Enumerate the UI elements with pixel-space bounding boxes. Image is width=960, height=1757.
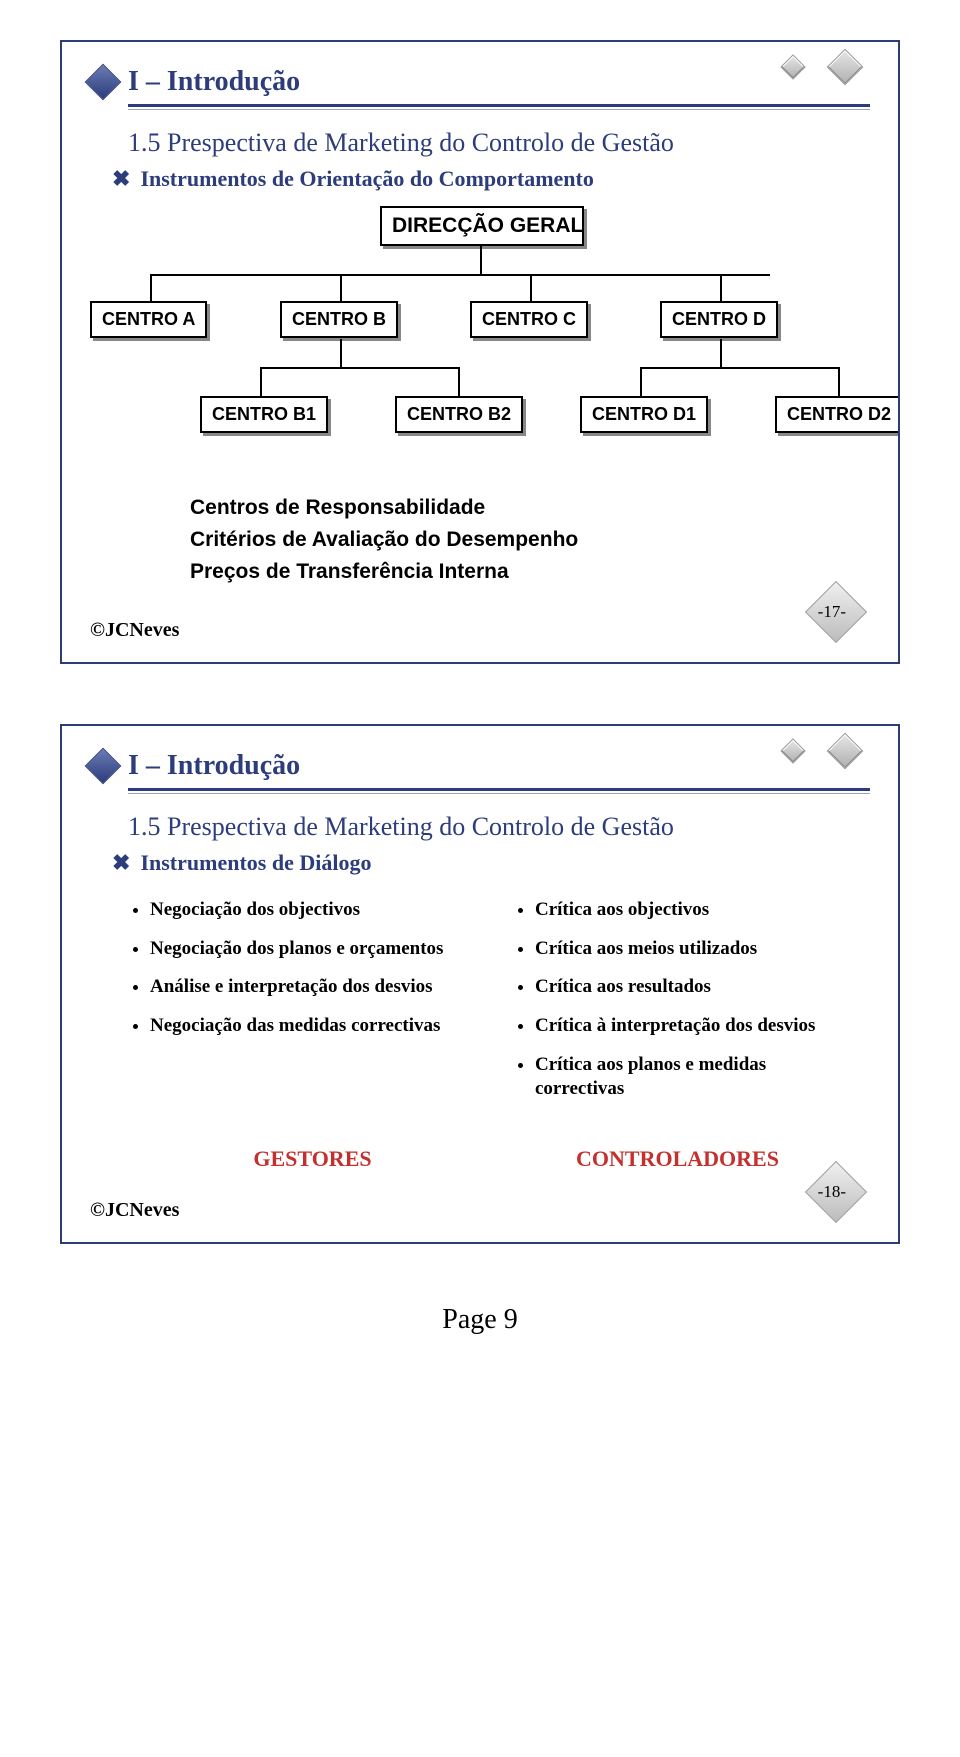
org-node-label: CENTRO C — [472, 303, 586, 336]
diamond-icon — [780, 738, 805, 763]
divider — [128, 788, 870, 791]
section-label: I – Introdução — [128, 66, 300, 98]
copyright: ©JCNeves — [90, 1199, 179, 1222]
org-node-label: CENTRO D — [662, 303, 776, 336]
org-line — [640, 367, 642, 396]
section-label: I – Introdução — [128, 750, 300, 782]
page-footer: Page 9 — [60, 1304, 900, 1336]
org-line — [640, 367, 840, 369]
org-line — [838, 367, 840, 396]
org-node: CENTRO D — [660, 301, 778, 338]
org-line — [720, 274, 722, 301]
org-line — [530, 274, 532, 301]
list-item: Crítica aos planos e medidas correctivas — [535, 1053, 860, 1102]
org-node: CENTRO B — [280, 301, 398, 338]
slide-title: 1.5 Prespectiva de Marketing do Controlo… — [128, 128, 870, 158]
org-node: CENTRO D1 — [580, 396, 708, 433]
gem-icon — [85, 64, 122, 101]
point: Centros de Responsabilidade — [190, 496, 870, 520]
slide-number: -18- — [818, 1182, 846, 1202]
diamond-icon — [827, 733, 864, 770]
section-header: I – Introdução — [90, 66, 870, 98]
org-line — [340, 339, 342, 367]
gem-icon — [85, 748, 122, 785]
org-line — [458, 367, 460, 396]
org-node: CENTRO B1 — [200, 396, 328, 433]
org-node-label: DIRECÇÃO GERAL — [382, 208, 582, 244]
org-line — [260, 367, 460, 369]
corner-decoration — [784, 54, 858, 80]
org-line — [150, 274, 152, 301]
org-line — [480, 246, 482, 274]
list-item: Crítica à interpretação dos desvios — [535, 1014, 860, 1039]
bullet-row: ✖ Instrumentos de Diálogo — [112, 850, 870, 876]
right-column: Crítica aos objectivos Crítica aos meios… — [515, 890, 860, 1116]
two-column: Negociação dos objectivos Negociação dos… — [130, 890, 860, 1116]
org-node-top: DIRECÇÃO GERAL — [380, 206, 584, 246]
org-node: CENTRO D2 — [775, 396, 900, 433]
roles-row: GESTORES CONTROLADORES — [130, 1146, 860, 1172]
org-node-label: CENTRO B — [282, 303, 396, 336]
list-item: Negociação dos planos e orçamentos — [150, 937, 475, 962]
copyright: ©JCNeves — [90, 619, 179, 642]
slide-2: I – Introdução 1.5 Prespectiva de Market… — [60, 724, 900, 1244]
body-points: Centros de Responsabilidade Critérios de… — [190, 496, 870, 584]
divider — [128, 793, 870, 794]
bullet-row: ✖ Instrumentos de Orientação do Comporta… — [112, 166, 870, 192]
org-line — [720, 339, 722, 367]
org-node-label: CENTRO A — [92, 303, 205, 336]
slide-title: 1.5 Prespectiva de Marketing do Controlo… — [128, 812, 870, 842]
list-item: Análise e interpretação dos desvios — [150, 975, 475, 1000]
org-node-label: CENTRO B1 — [202, 398, 326, 431]
bullet-text: Instrumentos de Diálogo — [140, 850, 371, 876]
x-icon: ✖ — [112, 166, 130, 192]
slide-1: I – Introdução 1.5 Prespectiva de Market… — [60, 40, 900, 664]
list-item: Crítica aos objectivos — [535, 898, 860, 923]
x-icon: ✖ — [112, 850, 130, 876]
org-node: CENTRO A — [90, 301, 207, 338]
org-line — [340, 274, 342, 301]
list-item: Crítica aos resultados — [535, 975, 860, 1000]
org-node-label: CENTRO B2 — [397, 398, 521, 431]
section-header: I – Introdução — [90, 750, 870, 782]
org-line — [150, 274, 770, 276]
role-right: CONTROLADORES — [495, 1146, 860, 1172]
org-node: CENTRO C — [470, 301, 588, 338]
role-left: GESTORES — [130, 1146, 495, 1172]
org-node: CENTRO B2 — [395, 396, 523, 433]
org-node-label: CENTRO D1 — [582, 398, 706, 431]
slide-number: -17- — [818, 602, 846, 622]
page: I – Introdução 1.5 Prespectiva de Market… — [0, 0, 960, 1376]
divider — [128, 109, 870, 110]
diamond-icon — [780, 54, 805, 79]
org-line — [260, 367, 262, 396]
bullet-text: Instrumentos de Orientação do Comportame… — [140, 166, 593, 192]
org-node-label: CENTRO D2 — [777, 398, 900, 431]
list-item: Negociação dos objectivos — [150, 898, 475, 923]
list-item: Crítica aos meios utilizados — [535, 937, 860, 962]
diamond-icon — [827, 49, 864, 86]
list-item: Negociação das medidas correctivas — [150, 1014, 475, 1039]
point: Preços de Transferência Interna — [190, 560, 870, 584]
corner-decoration — [784, 738, 858, 764]
divider — [128, 104, 870, 107]
left-column: Negociação dos objectivos Negociação dos… — [130, 890, 475, 1116]
org-chart: DIRECÇÃO GERAL CENTRO A CENTRO B CENTRO … — [100, 206, 860, 476]
point: Critérios de Avaliação do Desempenho — [190, 528, 870, 552]
